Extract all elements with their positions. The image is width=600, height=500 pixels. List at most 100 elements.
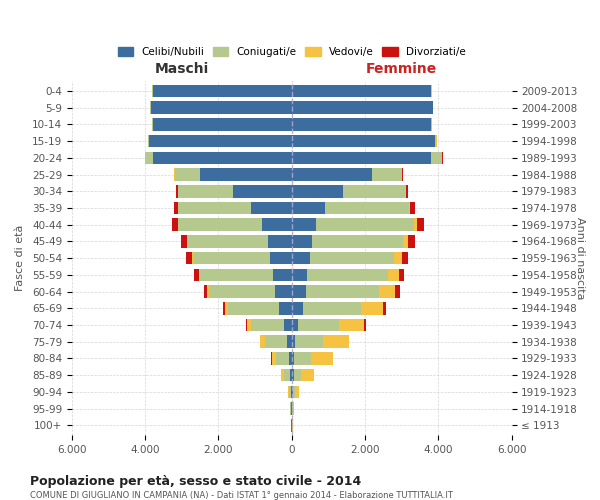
Bar — [270, 252, 292, 264]
Bar — [174, 202, 178, 214]
Bar — [415, 218, 418, 231]
Bar — [152, 118, 292, 130]
Text: Femmine: Femmine — [366, 62, 437, 76]
Bar — [275, 286, 292, 298]
Bar — [173, 168, 175, 181]
Bar — [290, 386, 292, 398]
Bar — [388, 268, 399, 281]
Bar — [383, 302, 386, 314]
Bar — [292, 302, 303, 314]
Bar — [199, 268, 200, 281]
Bar — [361, 302, 383, 314]
Bar — [233, 185, 292, 198]
Bar — [292, 218, 316, 231]
Text: COMUNE DI GIUGLIANO IN CAMPANIA (NA) - Dati ISTAT 1° gennaio 2014 - Elaborazione: COMUNE DI GIUGLIANO IN CAMPANIA (NA) - D… — [30, 490, 453, 500]
Bar — [207, 286, 209, 298]
Bar — [289, 352, 292, 364]
Bar — [175, 168, 200, 181]
Bar — [274, 268, 292, 281]
Bar — [394, 252, 401, 264]
Bar — [310, 252, 394, 264]
Bar — [194, 268, 199, 281]
Bar — [227, 302, 279, 314]
Bar — [181, 235, 187, 248]
Bar — [287, 336, 292, 348]
Bar — [418, 218, 424, 231]
Bar — [401, 252, 408, 264]
Bar — [209, 286, 275, 298]
Y-axis label: Fasce di età: Fasce di età — [15, 225, 25, 292]
Bar — [265, 336, 287, 348]
Bar — [409, 202, 410, 214]
Text: Popolazione per età, sesso e stato civile - 2014: Popolazione per età, sesso e stato civil… — [30, 475, 361, 488]
Bar — [260, 336, 265, 348]
Bar — [149, 135, 292, 147]
Bar — [292, 168, 373, 181]
Bar — [431, 118, 432, 130]
Bar — [402, 168, 403, 181]
Bar — [178, 218, 262, 231]
Bar — [152, 152, 292, 164]
Bar — [293, 402, 295, 415]
Bar — [399, 268, 404, 281]
Bar — [434, 135, 436, 147]
Bar — [200, 168, 292, 181]
Bar — [307, 268, 388, 281]
Bar — [186, 252, 192, 264]
Bar — [290, 369, 292, 382]
Bar — [251, 318, 284, 331]
Bar — [187, 235, 268, 248]
Bar — [251, 202, 292, 214]
Bar — [292, 118, 431, 130]
Bar — [178, 202, 251, 214]
Bar — [292, 336, 295, 348]
Bar — [292, 286, 305, 298]
Bar — [312, 235, 403, 248]
Bar — [272, 352, 276, 364]
Bar — [408, 235, 415, 248]
Bar — [145, 152, 152, 164]
Legend: Celibi/Nubili, Coniugati/e, Vedovi/e, Divorziati/e: Celibi/Nubili, Coniugati/e, Vedovi/e, Di… — [115, 44, 469, 60]
Bar — [193, 252, 270, 264]
Bar — [301, 369, 314, 382]
Bar — [289, 386, 290, 398]
Bar — [148, 135, 149, 147]
Bar — [292, 235, 312, 248]
Y-axis label: Anni di nascita: Anni di nascita — [575, 217, 585, 300]
Bar — [292, 102, 433, 114]
Bar — [176, 185, 178, 198]
Bar — [298, 318, 338, 331]
Bar — [204, 286, 207, 298]
Bar — [338, 318, 364, 331]
Bar — [395, 286, 400, 298]
Bar — [406, 185, 408, 198]
Bar — [292, 185, 343, 198]
Text: Maschi: Maschi — [155, 62, 209, 76]
Bar — [292, 369, 293, 382]
Bar — [247, 318, 251, 331]
Bar — [295, 336, 323, 348]
Bar — [178, 185, 233, 198]
Bar — [290, 402, 291, 415]
Bar — [292, 352, 295, 364]
Bar — [279, 302, 292, 314]
Bar — [323, 336, 349, 348]
Bar — [152, 85, 292, 98]
Bar — [293, 386, 295, 398]
Bar — [276, 352, 289, 364]
Bar — [403, 235, 408, 248]
Bar — [284, 369, 290, 382]
Bar — [292, 135, 434, 147]
Bar — [316, 218, 415, 231]
Bar — [268, 235, 292, 248]
Bar — [151, 102, 292, 114]
Bar — [293, 369, 301, 382]
Bar — [292, 252, 310, 264]
Bar — [295, 352, 311, 364]
Bar — [281, 369, 284, 382]
Bar — [223, 302, 225, 314]
Bar — [343, 185, 406, 198]
Bar — [292, 268, 307, 281]
Bar — [172, 218, 178, 231]
Bar — [292, 202, 325, 214]
